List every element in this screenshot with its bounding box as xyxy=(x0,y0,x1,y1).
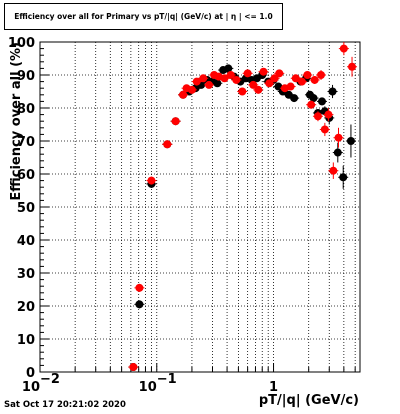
data-point xyxy=(313,112,322,121)
data-point xyxy=(307,100,316,109)
data-point xyxy=(275,69,284,78)
data-point xyxy=(318,97,327,106)
plot-title-box: Efficiency over all for Primary vs pT/|q… xyxy=(4,3,283,30)
y-tick-label: 100 xyxy=(8,36,35,51)
y-tick-label: 60 xyxy=(17,168,35,183)
data-point xyxy=(199,74,208,83)
axis-ticks xyxy=(39,41,356,373)
y-tick-label: 80 xyxy=(17,102,35,117)
data-point xyxy=(339,44,348,53)
x-tick-label: 10 xyxy=(22,380,40,395)
grid-lines xyxy=(40,42,360,372)
data-point xyxy=(135,300,144,309)
y-tick-label: 10 xyxy=(17,333,35,348)
data-point xyxy=(339,173,348,182)
data-point xyxy=(309,94,318,103)
data-point xyxy=(179,90,188,99)
data-point xyxy=(348,62,357,71)
data-point xyxy=(224,64,233,73)
x-tick-exponent: −1 xyxy=(157,372,177,387)
data-point xyxy=(265,79,274,88)
data-point xyxy=(297,77,306,86)
data-point xyxy=(243,69,252,78)
data-point xyxy=(328,87,337,96)
data-point xyxy=(135,283,144,292)
data-point xyxy=(291,74,300,83)
data-point xyxy=(346,137,355,145)
series-0 xyxy=(128,64,356,372)
data-point xyxy=(147,176,156,185)
data-point xyxy=(320,125,329,134)
y-tick-label: 90 xyxy=(17,69,35,84)
data-point xyxy=(129,363,138,372)
data-point xyxy=(317,71,326,79)
y-tick-label: 40 xyxy=(17,234,35,249)
data-point xyxy=(259,67,268,76)
data-point xyxy=(192,77,201,86)
y-tick-label: 50 xyxy=(17,201,35,216)
data-point xyxy=(163,140,172,149)
data-point xyxy=(329,166,338,175)
y-tick-label: 30 xyxy=(17,267,35,282)
data-point xyxy=(270,74,279,83)
data-point xyxy=(204,80,213,89)
plot-title: Efficiency over all for Primary vs pT/|q… xyxy=(14,12,273,21)
data-point xyxy=(171,117,180,126)
y-tick-label: 70 xyxy=(17,135,35,150)
data-point xyxy=(286,82,295,91)
data-point xyxy=(310,75,319,84)
data-point xyxy=(213,79,222,88)
x-tick-label: 10 xyxy=(139,380,157,395)
data-point xyxy=(232,75,241,84)
y-tick-label: 20 xyxy=(17,300,35,315)
y-axis-title: Efficiency over all (%) xyxy=(9,42,24,201)
data-point xyxy=(226,71,235,79)
x-tick-exponent: −2 xyxy=(40,372,60,387)
data-point xyxy=(303,71,312,79)
data-point xyxy=(290,94,299,103)
x-axis-title: pT/|q| (GeV/c) xyxy=(259,393,359,408)
series-1 xyxy=(128,42,358,372)
x-tick-label: 1 xyxy=(269,380,278,395)
data-point xyxy=(187,85,196,94)
data-point xyxy=(254,85,263,94)
data-series xyxy=(128,42,358,372)
data-point xyxy=(333,148,342,157)
data-point xyxy=(220,74,229,83)
data-point xyxy=(334,133,343,142)
data-point xyxy=(238,87,247,96)
data-point xyxy=(324,110,333,119)
timestamp: Sat Oct 17 20:21:02 2020 xyxy=(4,400,126,410)
data-point xyxy=(249,80,258,89)
y-tick-label: 0 xyxy=(26,366,35,381)
